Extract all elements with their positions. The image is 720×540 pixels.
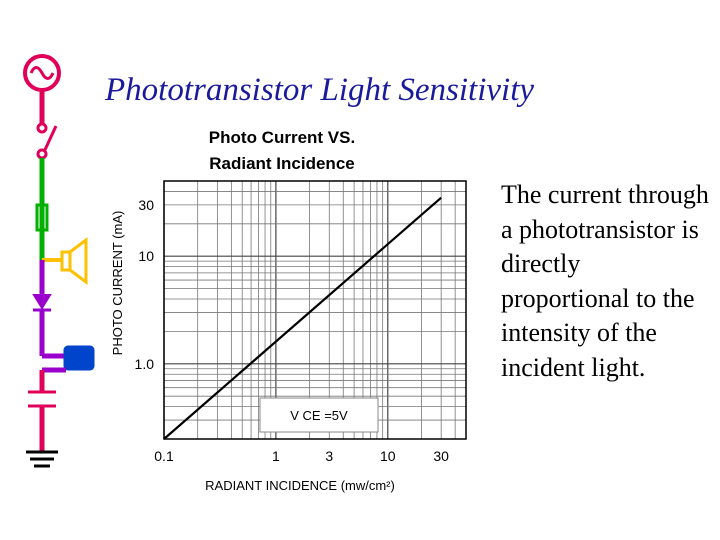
capacitor-icon: [28, 370, 56, 408]
x-tick-labels: 0.1 1 3 10 30: [154, 448, 449, 464]
x-tick-label: 10: [380, 448, 396, 464]
plot-frame: [163, 180, 467, 440]
y-tick-labels: 1.0 10 30: [135, 197, 155, 372]
slide-title: Phototransistor Light Sensitivity: [105, 72, 535, 108]
resistor-icon: [35, 158, 49, 260]
y-tick-label: 10: [138, 248, 154, 264]
ac-source-icon: [23, 54, 61, 92]
transistor-icon: [42, 345, 95, 373]
vce-annotation: V CE =5V: [290, 408, 348, 423]
chart-title-line-1: Photo Current VS.: [209, 128, 355, 147]
annotation-box: [259, 397, 379, 433]
chart-series: [163, 196, 442, 440]
x-tick-label: 3: [325, 448, 333, 464]
y-tick-label: 1.0: [135, 356, 155, 372]
ground-icon: [26, 406, 58, 468]
photo-current-chart: Photo Current VS. Radiant Incidence 1.01…: [110, 128, 467, 493]
diode-icon: [32, 260, 52, 356]
speaker-icon: [42, 237, 88, 285]
x-tick-label: 30: [433, 448, 449, 464]
x-tick-label: 0.1: [154, 448, 174, 464]
circuit-decoration: [23, 54, 95, 468]
series-line: [163, 196, 442, 440]
x-axis-label: RADIANT INCIDENCE (mw/cm²): [205, 478, 395, 493]
y-tick-label: 30: [138, 197, 154, 213]
y-axis-label: PHOTO CURRENT (mA): [110, 211, 125, 356]
switch-icon: [36, 90, 58, 160]
slide-body-text: The current through a phototransistor is…: [501, 180, 709, 382]
chart-title-line-2: Radiant Incidence: [209, 154, 354, 173]
x-tick-label: 1: [272, 448, 280, 464]
